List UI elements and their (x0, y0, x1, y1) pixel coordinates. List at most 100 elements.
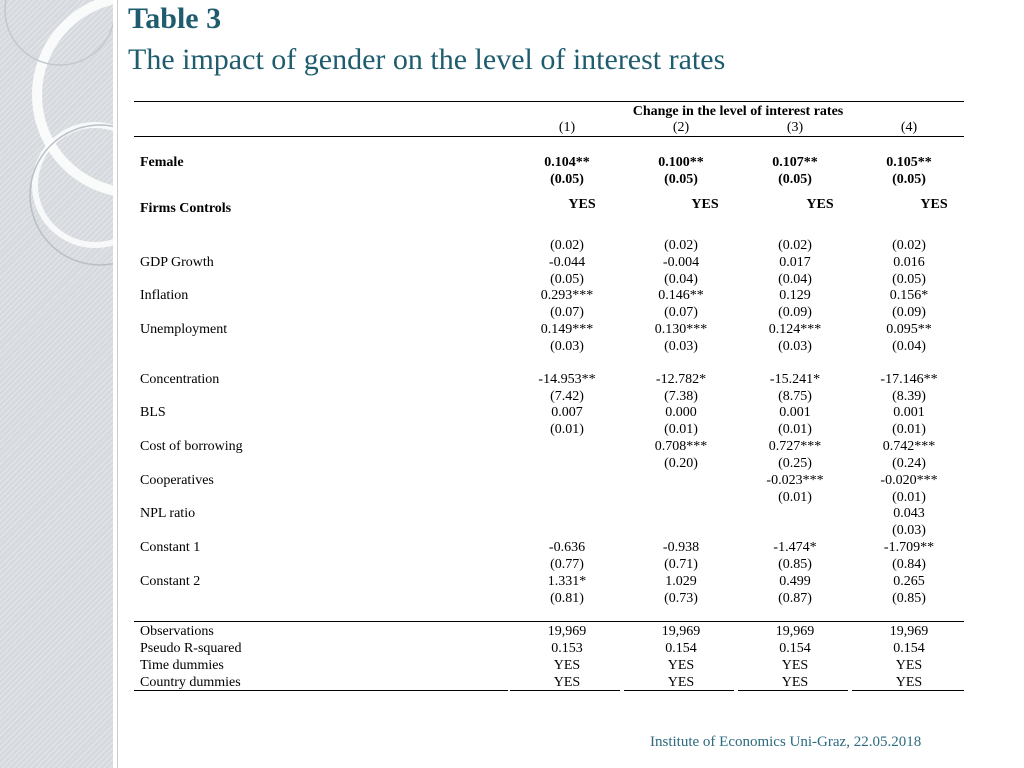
table-cell: (0.03) (892, 523, 926, 538)
row-label-constant-2: Constant 2 (140, 574, 201, 589)
table-cell: (0.04) (664, 272, 698, 287)
table-cell: 1.331* (547, 574, 587, 589)
group-header: Change in the level of interest rates (632, 104, 844, 119)
table-cell: -1.709** (883, 540, 935, 555)
table-cell: -0.938 (662, 540, 700, 555)
table-cell: -0.636 (548, 540, 586, 555)
table-cell: 0.499 (779, 574, 811, 589)
row-label-bls: BLS (140, 405, 166, 420)
table-cell: -0.023*** (766, 473, 824, 488)
table-cell: 0.107** (772, 155, 818, 170)
column-header: (3) (786, 120, 804, 135)
row-label-cost-of-borrowing: Cost of borrowing (140, 439, 243, 454)
table-cell: 19,969 (547, 624, 587, 639)
table-cell: 19,969 (661, 624, 701, 639)
table-cell: 0.016 (893, 255, 925, 270)
table-cell: (0.05) (550, 272, 584, 287)
slide-footer: Institute of Economics Uni-Graz, 22.05.2… (650, 734, 922, 750)
table-cell: YES (895, 675, 923, 690)
row-label-unemployment: Unemployment (140, 322, 228, 337)
table-cell: (8.75) (778, 389, 812, 404)
table-cell: (0.05) (892, 172, 926, 187)
row-label-observations: Observations (140, 624, 214, 639)
row-label-constant-1: Constant 1 (140, 540, 201, 555)
table-cell: 0.130*** (654, 322, 708, 337)
row-label-firms-controls: Firms Controls (140, 201, 232, 216)
table-cell: (7.38) (664, 389, 698, 404)
table-cell: (0.02) (778, 238, 812, 253)
table-cell: 0.124*** (768, 322, 822, 337)
table-cell: 0.001 (893, 405, 925, 420)
row-label-female: Female (140, 155, 184, 170)
table-cell: YES (568, 197, 596, 212)
row-label-cooperatives: Cooperatives (140, 473, 214, 488)
table-bottom-rule (624, 690, 734, 691)
table-cell: (0.87) (778, 591, 812, 606)
table-cell: 0.727*** (768, 439, 822, 454)
table-cell: 19,969 (775, 624, 815, 639)
table-cell: 0.149*** (540, 322, 594, 337)
table-cell: 0.007 (551, 405, 583, 420)
table-cell: -0.004 (662, 255, 700, 270)
table-cell: 0.293*** (540, 288, 594, 303)
table-bottom-rule (134, 690, 508, 691)
table-cell: 0.129 (779, 288, 811, 303)
stats-rule (134, 621, 964, 622)
table-cell: (0.77) (550, 557, 584, 572)
table-cell: (0.05) (778, 172, 812, 187)
table-top-rule (134, 101, 964, 102)
decorative-circles (4, 0, 113, 266)
table-cell: YES (667, 675, 695, 690)
table-cell: 0.105** (886, 155, 932, 170)
table-cell: (0.03) (778, 339, 812, 354)
table-cell: (0.71) (664, 557, 698, 572)
table-cell: 0.154 (779, 641, 811, 656)
table-cell: (0.03) (550, 339, 584, 354)
row-label-inflation: Inflation (140, 288, 189, 303)
table-cell: -0.020*** (880, 473, 938, 488)
table-cell: YES (691, 197, 719, 212)
table-cell: -14.953** (538, 372, 596, 387)
table-cell: (0.25) (778, 456, 812, 471)
decorative-sidebar (0, 0, 113, 768)
table-cell: YES (781, 658, 809, 673)
table-cell: (0.01) (550, 422, 584, 437)
column-header: (1) (558, 120, 576, 135)
table-cell: 0.000 (665, 405, 697, 420)
table-cell: (0.09) (778, 305, 812, 320)
table-cell: 0.043 (893, 506, 925, 521)
table-cell: 0.742*** (882, 439, 936, 454)
table-cell: (0.01) (664, 422, 698, 437)
table-cell: YES (553, 675, 581, 690)
row-label-pseudo-r-squared: Pseudo R-squared (140, 641, 242, 656)
table-cell: (0.81) (550, 591, 584, 606)
table-cell: (0.01) (892, 422, 926, 437)
slide-title: Table 3 (128, 2, 222, 35)
slide-title-block: Table 3 The impact of gender on the leve… (128, 0, 725, 80)
row-label-npl-ratio: NPL ratio (140, 506, 196, 521)
table-cell: (0.02) (550, 238, 584, 253)
table-cell: (0.73) (664, 591, 698, 606)
table-cell: -12.782* (655, 372, 707, 387)
table-cell: 1.029 (665, 574, 697, 589)
table-cell: 19,969 (889, 624, 929, 639)
table-cell: (7.42) (550, 389, 584, 404)
table-cell: 0.001 (779, 405, 811, 420)
table-cell: (0.02) (892, 238, 926, 253)
table-cell: (0.01) (778, 422, 812, 437)
table-cell: (0.05) (664, 172, 698, 187)
table-cell: -1.474* (773, 540, 817, 555)
table-cell: 0.154 (893, 641, 925, 656)
table-cell: (0.20) (664, 456, 698, 471)
sidebar-edge-line (117, 0, 118, 768)
table-cell: YES (553, 658, 581, 673)
table-cell: (0.07) (550, 305, 584, 320)
table-bottom-rule (852, 690, 964, 691)
column-header: (4) (900, 120, 918, 135)
table-cell: (0.04) (892, 339, 926, 354)
table-cell: 0.153 (551, 641, 583, 656)
table-cell: (0.07) (664, 305, 698, 320)
table-cell: (0.05) (892, 272, 926, 287)
column-header: (2) (672, 120, 690, 135)
table-bottom-rule (738, 690, 848, 691)
